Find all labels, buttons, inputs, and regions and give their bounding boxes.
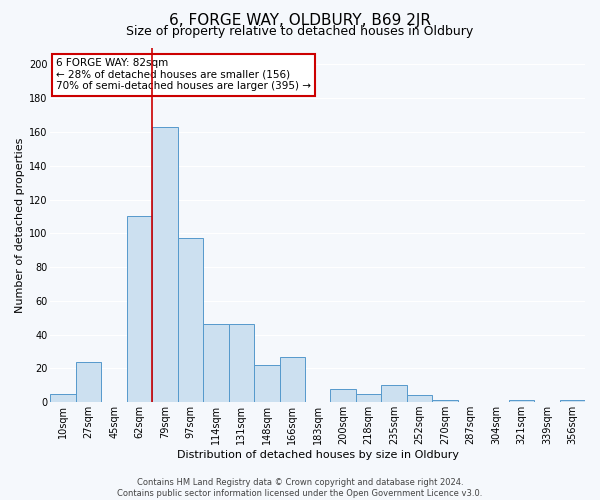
Bar <box>356 394 382 402</box>
Bar <box>560 400 585 402</box>
Bar <box>407 396 432 402</box>
Bar <box>76 362 101 402</box>
Bar <box>432 400 458 402</box>
Bar <box>178 238 203 402</box>
Text: Size of property relative to detached houses in Oldbury: Size of property relative to detached ho… <box>127 25 473 38</box>
Text: 6 FORGE WAY: 82sqm
← 28% of detached houses are smaller (156)
70% of semi-detach: 6 FORGE WAY: 82sqm ← 28% of detached hou… <box>56 58 311 92</box>
Bar <box>127 216 152 402</box>
Bar <box>254 365 280 402</box>
Bar <box>203 324 229 402</box>
Bar <box>152 127 178 402</box>
Text: 6, FORGE WAY, OLDBURY, B69 2JR: 6, FORGE WAY, OLDBURY, B69 2JR <box>169 12 431 28</box>
Bar <box>382 386 407 402</box>
Y-axis label: Number of detached properties: Number of detached properties <box>15 137 25 312</box>
Bar <box>229 324 254 402</box>
Bar <box>50 394 76 402</box>
Text: Contains HM Land Registry data © Crown copyright and database right 2024.
Contai: Contains HM Land Registry data © Crown c… <box>118 478 482 498</box>
X-axis label: Distribution of detached houses by size in Oldbury: Distribution of detached houses by size … <box>177 450 459 460</box>
Bar <box>331 388 356 402</box>
Bar <box>280 356 305 402</box>
Bar <box>509 400 534 402</box>
